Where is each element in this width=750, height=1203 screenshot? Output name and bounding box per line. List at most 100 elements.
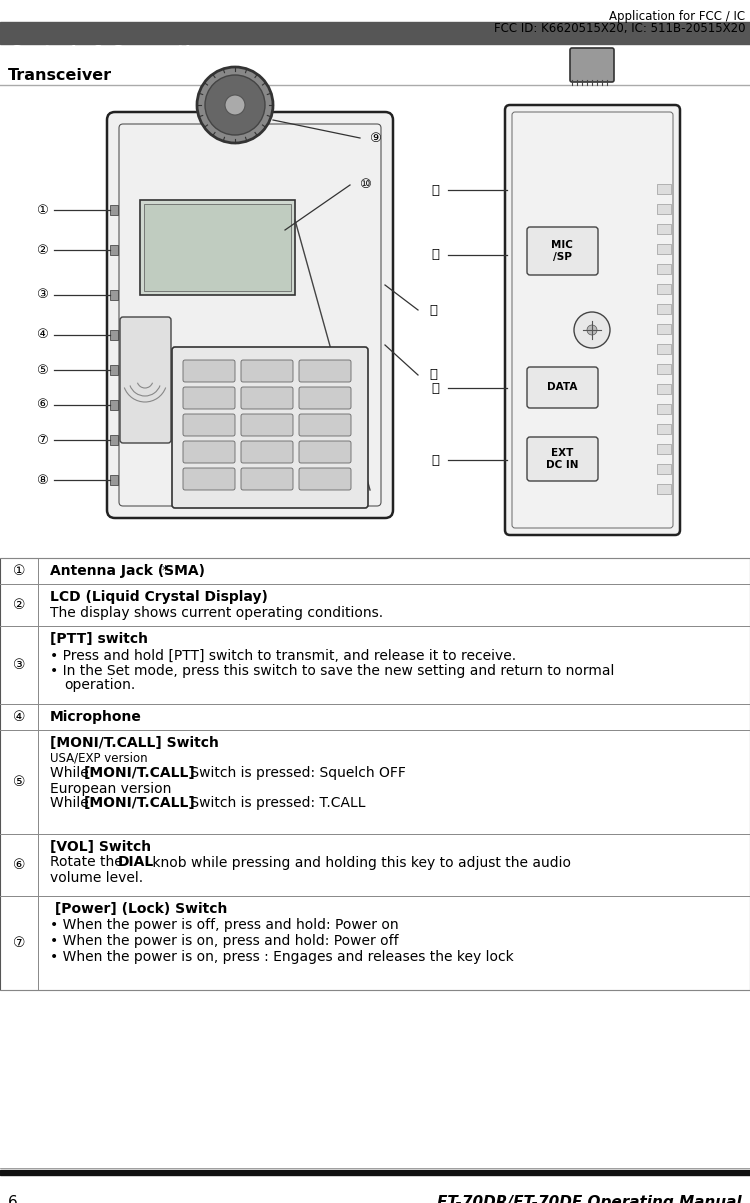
Bar [657,284,671,294]
Bar [657,484,671,494]
Text: ①: ① [36,203,48,217]
FancyBboxPatch shape [299,360,351,383]
Bar [0,558,750,990]
FancyBboxPatch shape [183,442,235,463]
Text: DIAL: DIAL [118,855,154,870]
Text: USA/EXP version: USA/EXP version [50,752,148,764]
Text: LCD (Liquid Crystal Display): LCD (Liquid Crystal Display) [50,589,268,604]
Text: FT-70DR/FT-70DE Operating Manual: FT-70DR/FT-70DE Operating Manual [437,1195,742,1203]
Circle shape [587,325,597,334]
Text: Rotate the: Rotate the [50,855,127,870]
FancyBboxPatch shape [299,414,351,435]
Text: ⑯: ⑯ [431,454,439,467]
FancyBboxPatch shape [527,367,598,408]
Text: Microphone: Microphone [50,710,142,724]
Text: EXT
DC IN: EXT DC IN [546,449,578,470]
Text: ⑬: ⑬ [431,184,439,196]
Text: Controls & Connections: Controls & Connections [10,45,223,60]
Text: • Press and hold [PTT] switch to transmit, and release it to receive.: • Press and hold [PTT] switch to transmi… [50,648,516,663]
Bar [110,435,118,445]
Text: ⑩: ⑩ [359,178,371,191]
Text: ①: ① [13,564,26,577]
Bar [657,464,671,474]
Text: DATA: DATA [547,383,578,392]
Text: ⑪: ⑪ [429,303,437,316]
Text: ⑧: ⑧ [36,474,48,486]
FancyBboxPatch shape [527,227,598,275]
Text: • When the power is off, press and hold: Power on: • When the power is off, press and hold:… [50,919,399,932]
Bar [657,304,671,314]
Text: ⑥: ⑥ [13,858,26,872]
Text: ③: ③ [13,658,26,672]
FancyBboxPatch shape [241,387,293,409]
Text: [Power] (Lock) Switch: [Power] (Lock) Switch [50,902,227,915]
FancyBboxPatch shape [241,360,293,383]
Bar [657,384,671,395]
FancyBboxPatch shape [183,468,235,490]
FancyBboxPatch shape [299,468,351,490]
Text: ③: ③ [36,289,48,302]
Bar [110,401,118,410]
Text: ②: ② [13,598,26,612]
Bar [657,423,671,434]
Text: Application for FCC / IC: Application for FCC / IC [609,10,745,23]
Text: While: While [50,796,93,810]
Bar [657,404,671,414]
Text: ⑤: ⑤ [36,363,48,377]
Text: The display shows current operating conditions.: The display shows current operating cond… [50,605,383,620]
Text: • When the power is on, press and hold: Power off: • When the power is on, press and hold: … [50,934,399,948]
Bar [657,244,671,254]
Text: Switch is pressed: T.CALL: Switch is pressed: T.CALL [186,796,365,810]
Text: ⑫: ⑫ [429,368,437,381]
Bar [0,1171,750,1175]
Text: ⑨: ⑨ [369,131,381,144]
Text: FCC ID: K6620515X20, IC: 511B-20515X20: FCC ID: K6620515X20, IC: 511B-20515X20 [494,22,745,35]
FancyBboxPatch shape [505,105,680,535]
FancyBboxPatch shape [241,414,293,435]
Text: ⑦: ⑦ [36,433,48,446]
FancyBboxPatch shape [241,468,293,490]
Text: [VOL] Switch: [VOL] Switch [50,840,151,854]
Bar [144,205,291,291]
Text: Transceiver: Transceiver [8,69,112,83]
Text: • When the power is on, press : Engages and releases the key lock: • When the power is on, press : Engages … [50,949,514,964]
Bar [110,290,118,300]
Text: [MONI/T.CALL]: [MONI/T.CALL] [84,796,196,810]
Text: volume level.: volume level. [50,871,143,885]
Circle shape [205,75,265,135]
FancyBboxPatch shape [183,414,235,435]
Bar [657,224,671,235]
Bar [657,324,671,334]
Text: [PTT] switch: [PTT] switch [50,632,148,646]
Text: knob while pressing and holding this key to adjust the audio: knob while pressing and holding this key… [148,855,571,870]
Circle shape [197,67,273,143]
Bar [0,22,750,45]
Text: • In the Set mode, press this switch to save the new setting and return to norma: • In the Set mode, press this switch to … [50,664,614,678]
Bar [657,184,671,194]
Text: MIC
/SP: MIC /SP [551,241,573,262]
Bar [110,475,118,485]
Text: ⑮: ⑮ [431,381,439,395]
Text: 6: 6 [8,1195,18,1203]
Text: [MONI/T.CALL]: [MONI/T.CALL] [84,766,196,780]
Text: Switch is pressed: Squelch OFF: Switch is pressed: Squelch OFF [186,766,406,780]
Text: *: * [161,564,168,577]
Text: ⑤: ⑤ [13,775,26,789]
FancyBboxPatch shape [183,387,235,409]
FancyBboxPatch shape [299,442,351,463]
FancyBboxPatch shape [527,437,598,481]
Bar [657,263,671,274]
Text: While: While [50,766,93,780]
FancyBboxPatch shape [299,387,351,409]
Circle shape [574,312,610,348]
Text: Antenna Jack (SMA): Antenna Jack (SMA) [50,564,205,577]
Bar [657,344,671,354]
Bar [140,200,295,295]
Circle shape [225,95,245,115]
Bar [110,365,118,375]
Text: ④: ④ [13,710,26,724]
FancyBboxPatch shape [107,112,393,518]
Bar [110,245,118,255]
Bar [657,205,671,214]
FancyBboxPatch shape [120,318,171,443]
